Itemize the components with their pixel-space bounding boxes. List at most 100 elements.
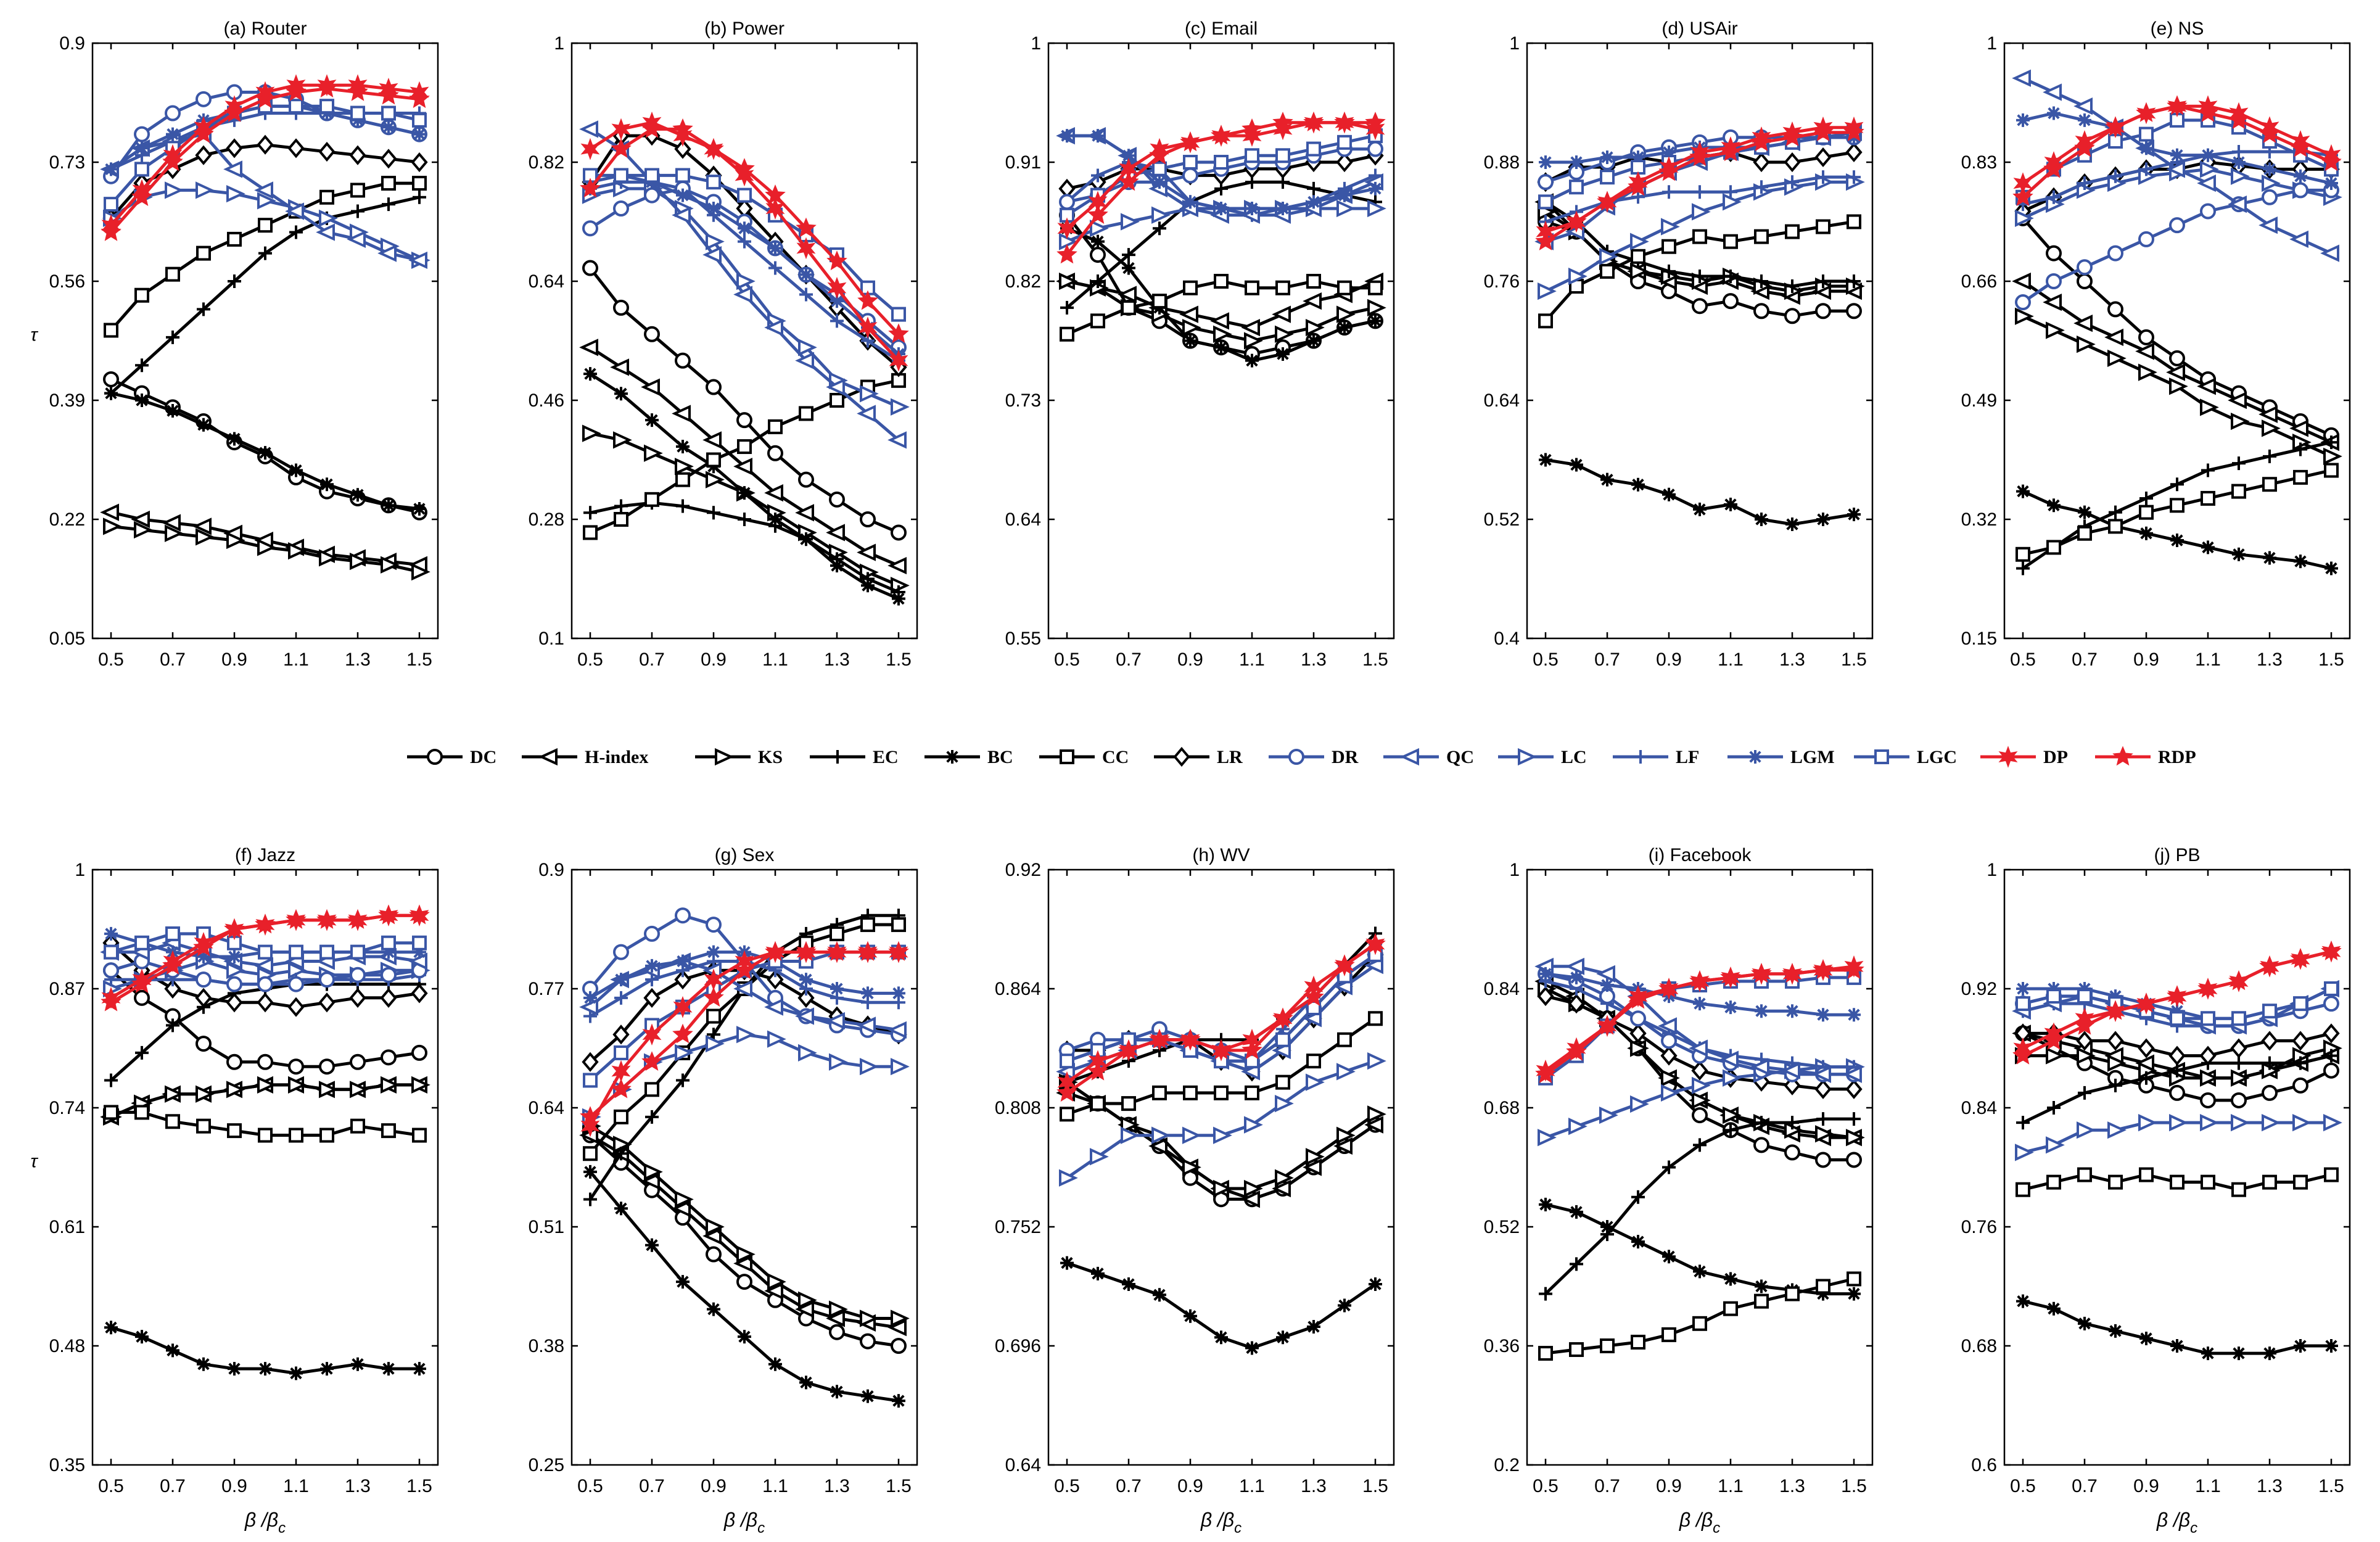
- panel-3: (c) Email 0.55 0.64 0.73 0.82 0.91 1 0.5 0.7 0.9 1…: [1005, 19, 1395, 670]
- data-point: [2289, 230, 2308, 248]
- data-point: [795, 1300, 814, 1318]
- legend-marker: [1060, 749, 1074, 764]
- data-point: [1631, 477, 1645, 492]
- data-point: [226, 1053, 242, 1070]
- data-point: [1570, 155, 1583, 169]
- panel-2: (b) Power 0.1 0.28 0.46 0.64 0.82 1 0.5 0.7 0.9 1.…: [529, 19, 918, 670]
- series-bc: [2016, 1294, 2338, 1361]
- data-point: [583, 1165, 597, 1179]
- data-point: [2262, 1114, 2281, 1132]
- data-point: [104, 926, 118, 941]
- data-point: [1275, 280, 1290, 295]
- data-point: [1183, 1085, 1198, 1100]
- data-point: [380, 149, 397, 169]
- data-point: [226, 962, 245, 979]
- legend-marker: [1518, 748, 1537, 766]
- data-point: [104, 1321, 118, 1335]
- series-dp: [580, 111, 908, 372]
- data-point: [104, 323, 118, 338]
- x-tick-label: 0.7: [2072, 1476, 2098, 1496]
- data-point: [676, 499, 690, 513]
- data-point: [644, 187, 660, 204]
- data-point: [2293, 1174, 2308, 1190]
- data-point: [1536, 220, 1555, 243]
- data-point: [1335, 954, 1354, 976]
- data-point: [2015, 209, 2034, 227]
- data-point: [320, 1362, 334, 1376]
- series-cc: [1060, 274, 1383, 342]
- x-tick-label: 1.3: [1779, 649, 1805, 670]
- data-point: [2107, 301, 2123, 318]
- data-point: [1600, 472, 1614, 487]
- data-point: [1600, 263, 1615, 279]
- data-point: [583, 506, 597, 520]
- data-point: [348, 909, 368, 931]
- series-cc: [2016, 463, 2339, 562]
- series-h-index: [2012, 272, 2339, 451]
- data-point: [2138, 329, 2154, 345]
- y-tick-label: 0.28: [529, 509, 564, 530]
- data-point: [1539, 453, 1552, 467]
- x-tick-label: 1.3: [824, 1476, 850, 1496]
- data-point: [582, 424, 601, 442]
- data-point: [411, 1076, 430, 1094]
- data-point: [196, 245, 211, 261]
- data-point: [1569, 179, 1584, 195]
- data-point: [1211, 125, 1231, 147]
- data-point: [1307, 1319, 1320, 1334]
- data-point: [2166, 160, 2185, 178]
- data-point: [2077, 1121, 2096, 1139]
- y-tick-label: 0.87: [49, 979, 85, 999]
- data-point: [1812, 1065, 1831, 1083]
- data-point: [860, 385, 879, 403]
- data-point: [2232, 547, 2246, 561]
- data-point: [228, 432, 241, 446]
- data-point: [829, 1053, 848, 1071]
- data-point: [2294, 169, 2307, 183]
- legend-label: LGC: [1917, 747, 1957, 767]
- data-point: [2109, 505, 2122, 519]
- data-point: [226, 1081, 245, 1099]
- data-point: [857, 1016, 876, 1034]
- data-point: [104, 162, 118, 176]
- data-point: [614, 499, 628, 513]
- series-bc: [104, 1321, 426, 1380]
- data-point: [317, 909, 337, 931]
- data-point: [1661, 239, 1676, 254]
- data-point: [412, 1128, 427, 1143]
- x-tick-label: 0.5: [2010, 1476, 2036, 1496]
- data-point: [381, 1076, 400, 1094]
- data-point: [135, 394, 149, 407]
- panel-title: (c) Email: [1185, 19, 1258, 39]
- data-point: [1151, 1126, 1171, 1144]
- data-point: [1338, 321, 1351, 335]
- data-point: [1090, 247, 1106, 263]
- data-point: [676, 954, 690, 968]
- data-point: [287, 138, 305, 159]
- data-point: [733, 286, 752, 303]
- data-point: [1368, 280, 1383, 295]
- series-bc: [1539, 453, 1861, 532]
- data-point: [1275, 1032, 1290, 1047]
- data-point: [318, 141, 336, 162]
- data-point: [2292, 1031, 2309, 1051]
- data-point: [2262, 1174, 2277, 1190]
- data-point: [1060, 300, 1074, 315]
- data-point: [1570, 1257, 1583, 1271]
- data-point: [1723, 1301, 1738, 1316]
- legend-item-bc: BC: [924, 747, 1013, 767]
- data-point: [382, 1362, 395, 1376]
- data-point: [2139, 1331, 2153, 1345]
- data-point: [614, 1147, 628, 1161]
- data-point: [197, 950, 210, 964]
- data-point: [702, 431, 722, 449]
- data-point: [196, 1036, 212, 1052]
- data-point: [892, 592, 905, 606]
- data-point: [1184, 334, 1197, 348]
- series-bc: [583, 1165, 905, 1408]
- data-point: [1276, 1330, 1290, 1345]
- y-tick-label: 0.808: [995, 1098, 1041, 1118]
- data-point: [796, 217, 817, 237]
- data-point: [2292, 1114, 2312, 1132]
